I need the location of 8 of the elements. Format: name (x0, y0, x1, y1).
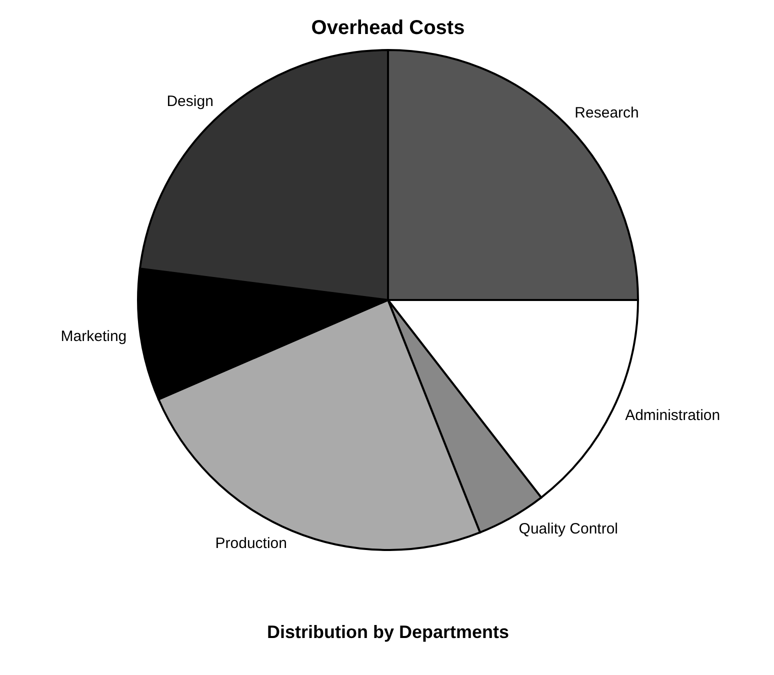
slice-label: Research (574, 104, 639, 122)
slice-label: Administration (625, 407, 720, 424)
slice-label: Design (166, 92, 214, 110)
slice-label: Production (215, 534, 287, 552)
chart-title: Overhead Costs (311, 17, 465, 39)
slice-label: Quality Control (518, 520, 618, 538)
slice-label: Marketing (60, 328, 127, 346)
text: Distribution by Departments (266, 622, 510, 642)
